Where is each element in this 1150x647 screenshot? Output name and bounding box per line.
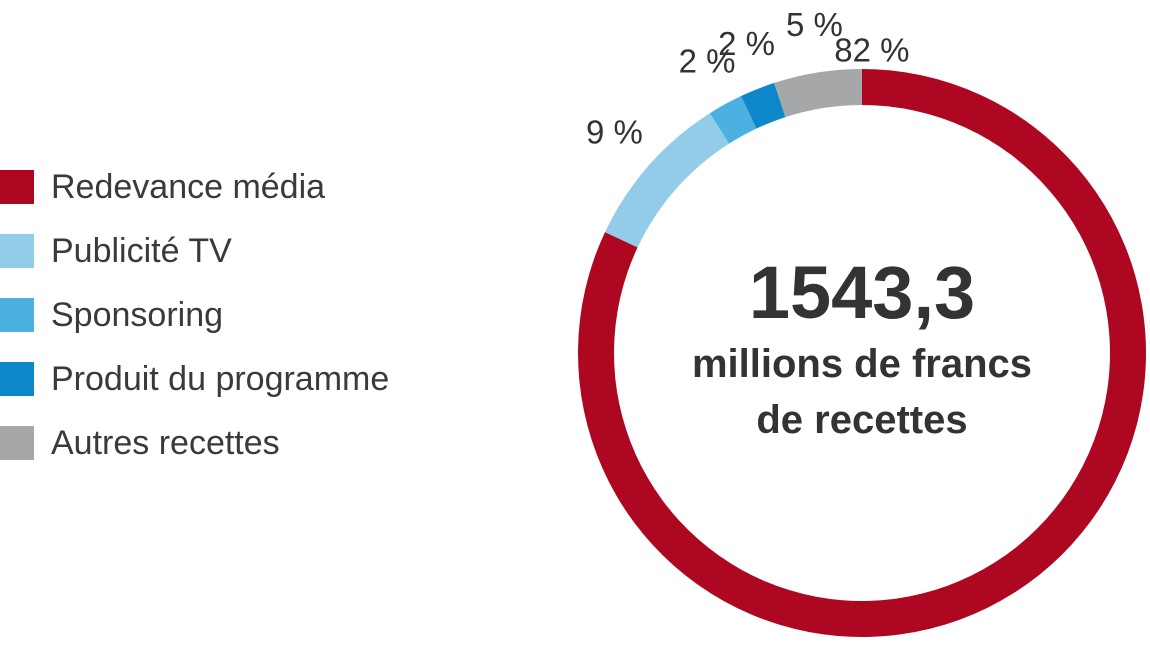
legend-item: Produit du programme <box>0 347 389 411</box>
legend-swatch <box>0 170 34 204</box>
donut-slice <box>741 82 786 129</box>
total-caption: millions de francs de recettes <box>622 336 1102 448</box>
slice-percent-label: 2 % <box>679 43 736 80</box>
slice-percent-label: 82 % <box>834 32 909 69</box>
donut-slice <box>605 113 730 248</box>
donut-slice <box>709 96 757 144</box>
legend-label: Produit du programme <box>51 359 390 398</box>
total-caption-line1: millions de francs <box>691 342 1033 386</box>
slice-percent-label: 9 % <box>586 113 643 150</box>
donut-slice <box>774 69 862 118</box>
legend-label: Redevance média <box>51 167 326 206</box>
chart-legend: Redevance média Publicité TV Sponsoring Pro… <box>0 155 389 475</box>
chart-center-text: 1543,3 millions de francs de recettes <box>622 250 1102 448</box>
total-value: 1543,3 <box>748 251 976 334</box>
legend-label: Autres recettes <box>51 423 280 462</box>
legend-swatch <box>0 362 34 396</box>
legend-label: Sponsoring <box>51 295 224 334</box>
legend-swatch <box>0 426 34 460</box>
legend-swatch <box>0 234 34 268</box>
legend-item: Publicité TV <box>0 219 389 283</box>
slice-percent-label: 2 % <box>718 25 775 62</box>
legend-item: Redevance média <box>0 155 389 219</box>
slice-percent-label: 5 % <box>786 6 843 43</box>
legend-item: Sponsoring <box>0 283 389 347</box>
total-caption-line2: de recettes <box>756 398 968 442</box>
legend-item: Autres recettes <box>0 411 389 475</box>
legend-swatch <box>0 298 34 332</box>
legend-label: Publicité TV <box>51 231 232 270</box>
